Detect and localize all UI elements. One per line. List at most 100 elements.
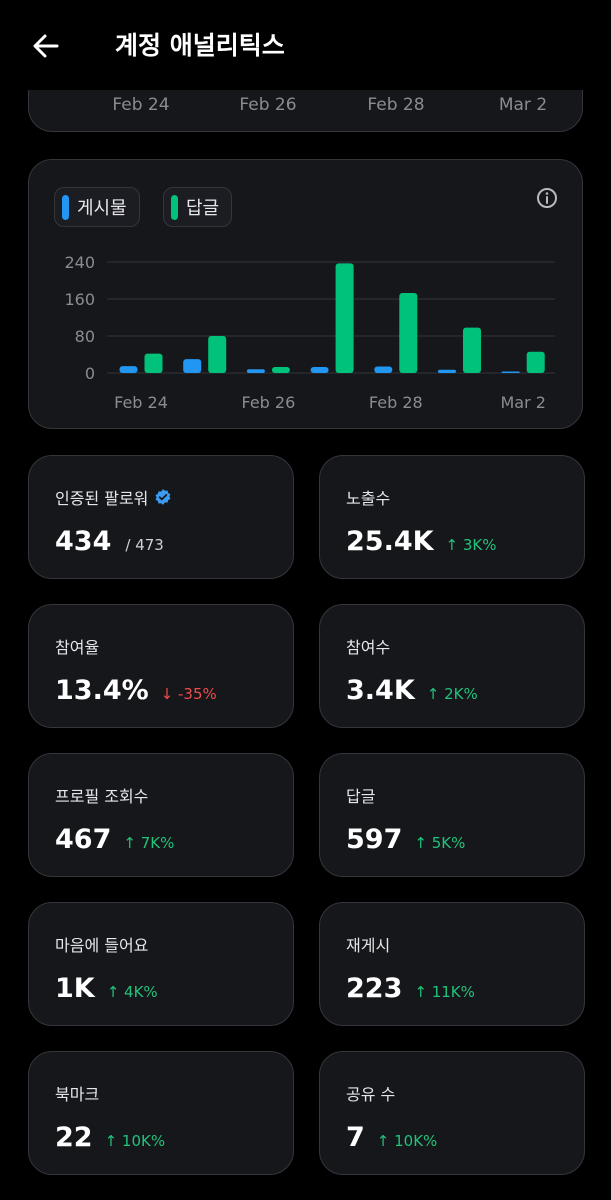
- verified-badge-icon: [155, 489, 171, 505]
- stat-change: ↑ 10K%: [376, 1132, 438, 1150]
- previous-chart-x-axis: Feb 24 Feb 26 Feb 28 Mar 2: [29, 95, 582, 119]
- x-tick-label: Feb 26: [242, 393, 296, 412]
- stat-change: ↑ 4K%: [106, 983, 158, 1001]
- stat-card[interactable]: 인증된 팔로워 434 / 473: [28, 455, 294, 579]
- stat-change: ↑ 11K%: [414, 983, 475, 1001]
- stat-label-text: 참여수: [346, 638, 391, 657]
- legend-swatch-replies: [171, 194, 178, 220]
- stat-total: / 473: [125, 536, 164, 554]
- stat-value-row: 223 ↑ 11K%: [346, 973, 475, 1004]
- bar-posts[interactable]: [183, 359, 202, 373]
- stat-value: 13.4%: [55, 675, 149, 706]
- top-bar: 계정 애널리틱스: [0, 0, 611, 90]
- x-tick-label: Feb 24: [112, 95, 170, 115]
- bar-replies[interactable]: [144, 353, 163, 373]
- bar-posts[interactable]: [374, 366, 393, 373]
- x-tick-label: Mar 2: [498, 95, 548, 115]
- stat-label-text: 노출수: [346, 489, 391, 508]
- bar-replies[interactable]: [463, 327, 481, 373]
- info-circle-icon[interactable]: [535, 186, 559, 210]
- stat-label: 노출수: [346, 485, 390, 509]
- legend-toggle-replies[interactable]: 답글: [163, 187, 233, 227]
- stat-change: ↑ 7K%: [123, 834, 175, 852]
- bar-replies[interactable]: [335, 263, 354, 373]
- bar-posts[interactable]: [246, 369, 265, 373]
- y-tick-label: 240: [64, 253, 95, 272]
- bar-replies[interactable]: [526, 351, 545, 373]
- bar-posts[interactable]: [310, 366, 329, 373]
- x-tick-label: Feb 24: [114, 393, 168, 412]
- x-tick-label: Feb 28: [369, 393, 423, 412]
- stat-value-row: 467 ↑ 7K%: [55, 824, 174, 855]
- stat-label-text: 재게시: [346, 936, 391, 955]
- stat-label-text: 인증된 팔로워: [55, 489, 149, 508]
- stat-value: 223: [346, 973, 403, 1004]
- stat-label-text: 프로필 조회수: [55, 787, 149, 806]
- posts-replies-chart-card: 0 80 160 240 Feb 24 Feb 26 Feb 28 Mar 2 게시물 답글: [28, 159, 583, 429]
- bar-replies[interactable]: [208, 336, 227, 373]
- stat-value: 434: [55, 526, 112, 557]
- stat-label-text: 북마크: [55, 1085, 100, 1104]
- page-title: 계정 애널리틱스: [115, 31, 285, 60]
- legend-toggle-posts[interactable]: 게시물: [54, 187, 140, 227]
- bar-replies[interactable]: [399, 292, 418, 373]
- y-tick-label: 160: [64, 290, 95, 309]
- stat-value: 467: [55, 824, 112, 855]
- arrow-left-icon: [33, 34, 59, 58]
- stat-value: 25.4K: [346, 526, 434, 557]
- stat-value-row: 25.4K ↑ 3K%: [346, 526, 497, 557]
- stat-change: ↑ 10K%: [104, 1132, 166, 1150]
- bar-replies[interactable]: [271, 366, 290, 373]
- stat-value-row: 3.4K ↑ 2K%: [346, 675, 478, 706]
- stat-value: 597: [346, 824, 403, 855]
- bar-posts[interactable]: [501, 371, 520, 374]
- stat-change: ↑ 3K%: [445, 536, 497, 554]
- stat-label: 북마크: [55, 1081, 99, 1105]
- stat-card[interactable]: 마음에 들어요 1K ↑ 4K%: [28, 902, 294, 1026]
- stat-label-text: 공유 수: [346, 1085, 396, 1104]
- stat-card[interactable]: 노출수 25.4K ↑ 3K%: [319, 455, 585, 579]
- x-tick-label: Feb 26: [239, 95, 297, 115]
- stat-card[interactable]: 프로필 조회수 467 ↑ 7K%: [28, 753, 294, 877]
- back-button[interactable]: [26, 26, 66, 66]
- stat-value: 1K: [55, 973, 95, 1004]
- stat-label: 참여율: [55, 634, 99, 658]
- stat-card[interactable]: 재게시 223 ↑ 11K%: [319, 902, 585, 1026]
- stat-label: 공유 수: [346, 1081, 395, 1105]
- stat-card[interactable]: 공유 수 7 ↑ 10K%: [319, 1051, 585, 1175]
- y-tick-label: 0: [85, 364, 95, 383]
- legend-label-replies: 답글: [186, 198, 220, 219]
- x-tick-label: Feb 28: [367, 95, 425, 115]
- stat-label: 마음에 들어요: [55, 932, 148, 956]
- stat-value-row: 13.4% ↓ -35%: [55, 675, 217, 706]
- x-tick-label: Mar 2: [500, 393, 545, 412]
- stat-value-row: 22 ↑ 10K%: [55, 1122, 165, 1153]
- bar-chart: 0 80 160 240 Feb 24 Feb 26 Feb 28 Mar 2: [64, 253, 555, 412]
- stat-value-row: 1K ↑ 4K%: [55, 973, 158, 1004]
- stat-label: 답글: [346, 783, 375, 807]
- legend-swatch-posts: [62, 194, 69, 220]
- stat-label: 참여수: [346, 634, 390, 658]
- stat-label: 인증된 팔로워: [55, 485, 172, 509]
- bar-posts[interactable]: [438, 369, 456, 373]
- stat-label: 프로필 조회수: [55, 783, 148, 807]
- y-tick-label: 80: [75, 327, 95, 346]
- stat-label-text: 답글: [346, 787, 376, 806]
- stat-card[interactable]: 참여수 3.4K ↑ 2K%: [319, 604, 585, 728]
- stat-value: 22: [55, 1122, 93, 1153]
- stat-label-text: 마음에 들어요: [55, 936, 149, 955]
- bar-posts[interactable]: [119, 366, 138, 373]
- stat-value: 3.4K: [346, 675, 415, 706]
- legend-label-posts: 게시물: [77, 198, 127, 219]
- stat-change: ↑ 5K%: [414, 834, 466, 852]
- stat-label-text: 참여율: [55, 638, 100, 657]
- stat-value: 7: [346, 1122, 365, 1153]
- stat-value-row: 434 / 473: [55, 526, 164, 557]
- stat-label: 재게시: [346, 932, 390, 956]
- stat-card[interactable]: 참여율 13.4% ↓ -35%: [28, 604, 294, 728]
- stat-change: ↓ -35%: [160, 685, 217, 703]
- stat-value-row: 597 ↑ 5K%: [346, 824, 465, 855]
- stat-card[interactable]: 북마크 22 ↑ 10K%: [28, 1051, 294, 1175]
- stat-change: ↑ 2K%: [426, 685, 478, 703]
- stat-card[interactable]: 답글 597 ↑ 5K%: [319, 753, 585, 877]
